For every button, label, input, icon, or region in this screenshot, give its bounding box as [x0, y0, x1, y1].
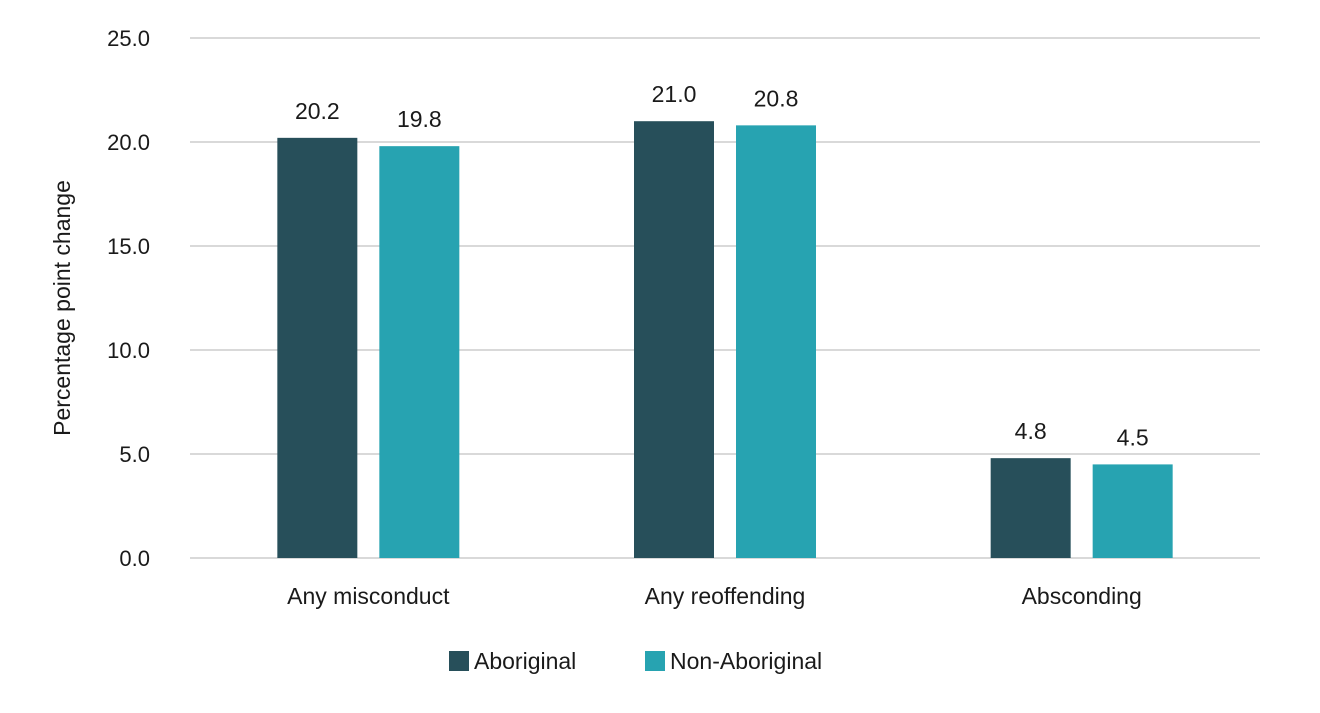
y-tick-label: 5.0: [119, 442, 150, 467]
data-label: 21.0: [652, 81, 697, 107]
y-tick-label: 25.0: [107, 26, 150, 51]
y-tick-label: 10.0: [107, 338, 150, 363]
bar: [990, 458, 1071, 558]
y-tick-label: 15.0: [107, 234, 150, 259]
gridlines: [190, 37, 1260, 559]
legend-label: Aboriginal: [474, 648, 576, 674]
legend: Aboriginal Non-Aboriginal: [449, 648, 822, 674]
y-axis-ticks: 0.0 5.0 10.0 15.0 20.0 25.0: [107, 26, 150, 571]
x-axis-categories: Any misconduct Any reoffending Absconding: [287, 583, 1142, 609]
y-axis-title: Percentage point change: [49, 180, 75, 436]
y-tick-label: 0.0: [119, 546, 150, 571]
bar: [736, 125, 816, 559]
data-label: 19.8: [397, 106, 442, 132]
bar: [277, 137, 358, 558]
data-label: 4.5: [1117, 424, 1149, 450]
legend-label: Non-Aboriginal: [670, 648, 822, 674]
x-category-label: Absconding: [1022, 583, 1142, 609]
bar: [1092, 464, 1173, 558]
y-tick-label: 20.0: [107, 130, 150, 155]
x-category-label: Any reoffending: [645, 583, 806, 609]
legend-swatch: [645, 651, 665, 671]
data-label: 20.2: [295, 98, 340, 124]
bar: [379, 146, 460, 558]
x-category-label: Any misconduct: [287, 583, 450, 609]
bars: [277, 121, 1173, 559]
bar: [634, 121, 714, 558]
legend-swatch: [449, 651, 469, 671]
data-label: 20.8: [754, 85, 799, 111]
data-labels: 20.2 19.8 21.0 20.8 4.8 4.5: [295, 81, 1149, 450]
data-label: 4.8: [1015, 418, 1047, 444]
